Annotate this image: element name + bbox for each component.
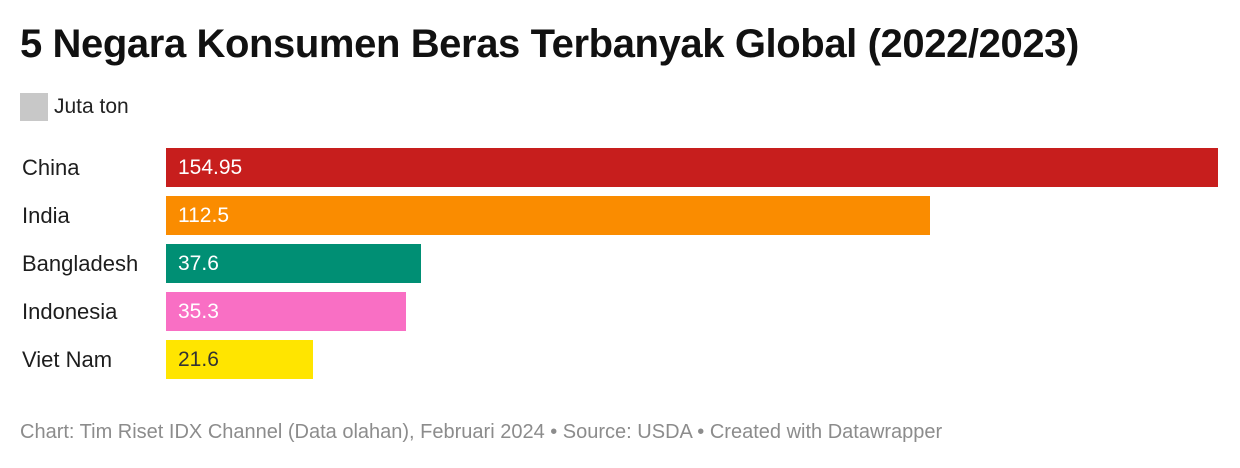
bar-value-label: 35.3 — [178, 300, 219, 323]
bar-row: India 112.5 — [0, 196, 1240, 235]
bar-row: China 154.95 — [0, 148, 1240, 187]
category-label: Bangladesh — [22, 251, 139, 276]
chart-footer: Chart: Tim Riset IDX Channel (Data olaha… — [20, 421, 943, 443]
bar-row: Bangladesh 37.6 — [0, 244, 1240, 283]
legend-swatch — [20, 93, 48, 121]
legend: Juta ton — [20, 93, 129, 121]
bar: 37.6 — [166, 244, 421, 283]
bar-value-label: 37.6 — [178, 252, 219, 275]
bar-value-label: 21.6 — [178, 348, 219, 371]
legend-label: Juta ton — [54, 95, 129, 118]
chart-title: 5 Negara Konsumen Beras Terbanyak Global… — [20, 22, 1079, 66]
category-label: Indonesia — [22, 299, 118, 324]
bar-value-label: 112.5 — [178, 204, 229, 227]
bar: 112.5 — [166, 196, 930, 235]
bar: 21.6 — [166, 340, 313, 379]
bar: 35.3 — [166, 292, 406, 331]
bar-row: Viet Nam 21.6 — [0, 340, 1240, 379]
category-label: India — [22, 203, 70, 228]
bar: 154.95 — [166, 148, 1218, 187]
bar-value-label: 154.95 — [178, 156, 243, 179]
category-label: Viet Nam — [22, 347, 113, 372]
category-label: China — [22, 155, 80, 180]
bar-row: Indonesia 35.3 — [0, 292, 1240, 331]
bar-chart: China 154.95 India 112.5 Bangladesh 37.6 Indon… — [0, 148, 1240, 388]
